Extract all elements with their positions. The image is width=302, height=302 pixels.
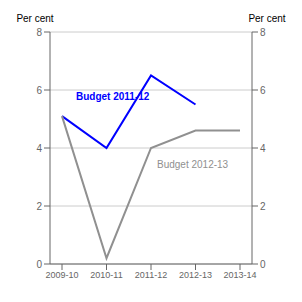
svg-text:4: 4 bbox=[36, 143, 42, 154]
svg-text:Per cent: Per cent bbox=[16, 13, 53, 24]
svg-text:2010-11: 2010-11 bbox=[90, 270, 122, 280]
svg-text:2009-10: 2009-10 bbox=[45, 270, 78, 280]
svg-text:Per cent: Per cent bbox=[248, 13, 285, 24]
svg-text:Budget 2011-12: Budget 2011-12 bbox=[76, 91, 150, 102]
svg-text:2: 2 bbox=[260, 201, 266, 212]
svg-text:2012-13: 2012-13 bbox=[179, 270, 212, 280]
svg-text:Budget 2012-13: Budget 2012-13 bbox=[157, 159, 229, 170]
svg-text:8: 8 bbox=[36, 27, 42, 38]
svg-text:0: 0 bbox=[260, 259, 266, 270]
svg-text:2013-14: 2013-14 bbox=[223, 270, 256, 280]
svg-text:4: 4 bbox=[260, 143, 266, 154]
svg-text:6: 6 bbox=[260, 85, 266, 96]
svg-text:8: 8 bbox=[260, 27, 266, 38]
svg-text:2011-12: 2011-12 bbox=[135, 270, 167, 280]
svg-text:2: 2 bbox=[36, 201, 42, 212]
svg-text:0: 0 bbox=[36, 259, 42, 270]
svg-text:6: 6 bbox=[36, 85, 42, 96]
